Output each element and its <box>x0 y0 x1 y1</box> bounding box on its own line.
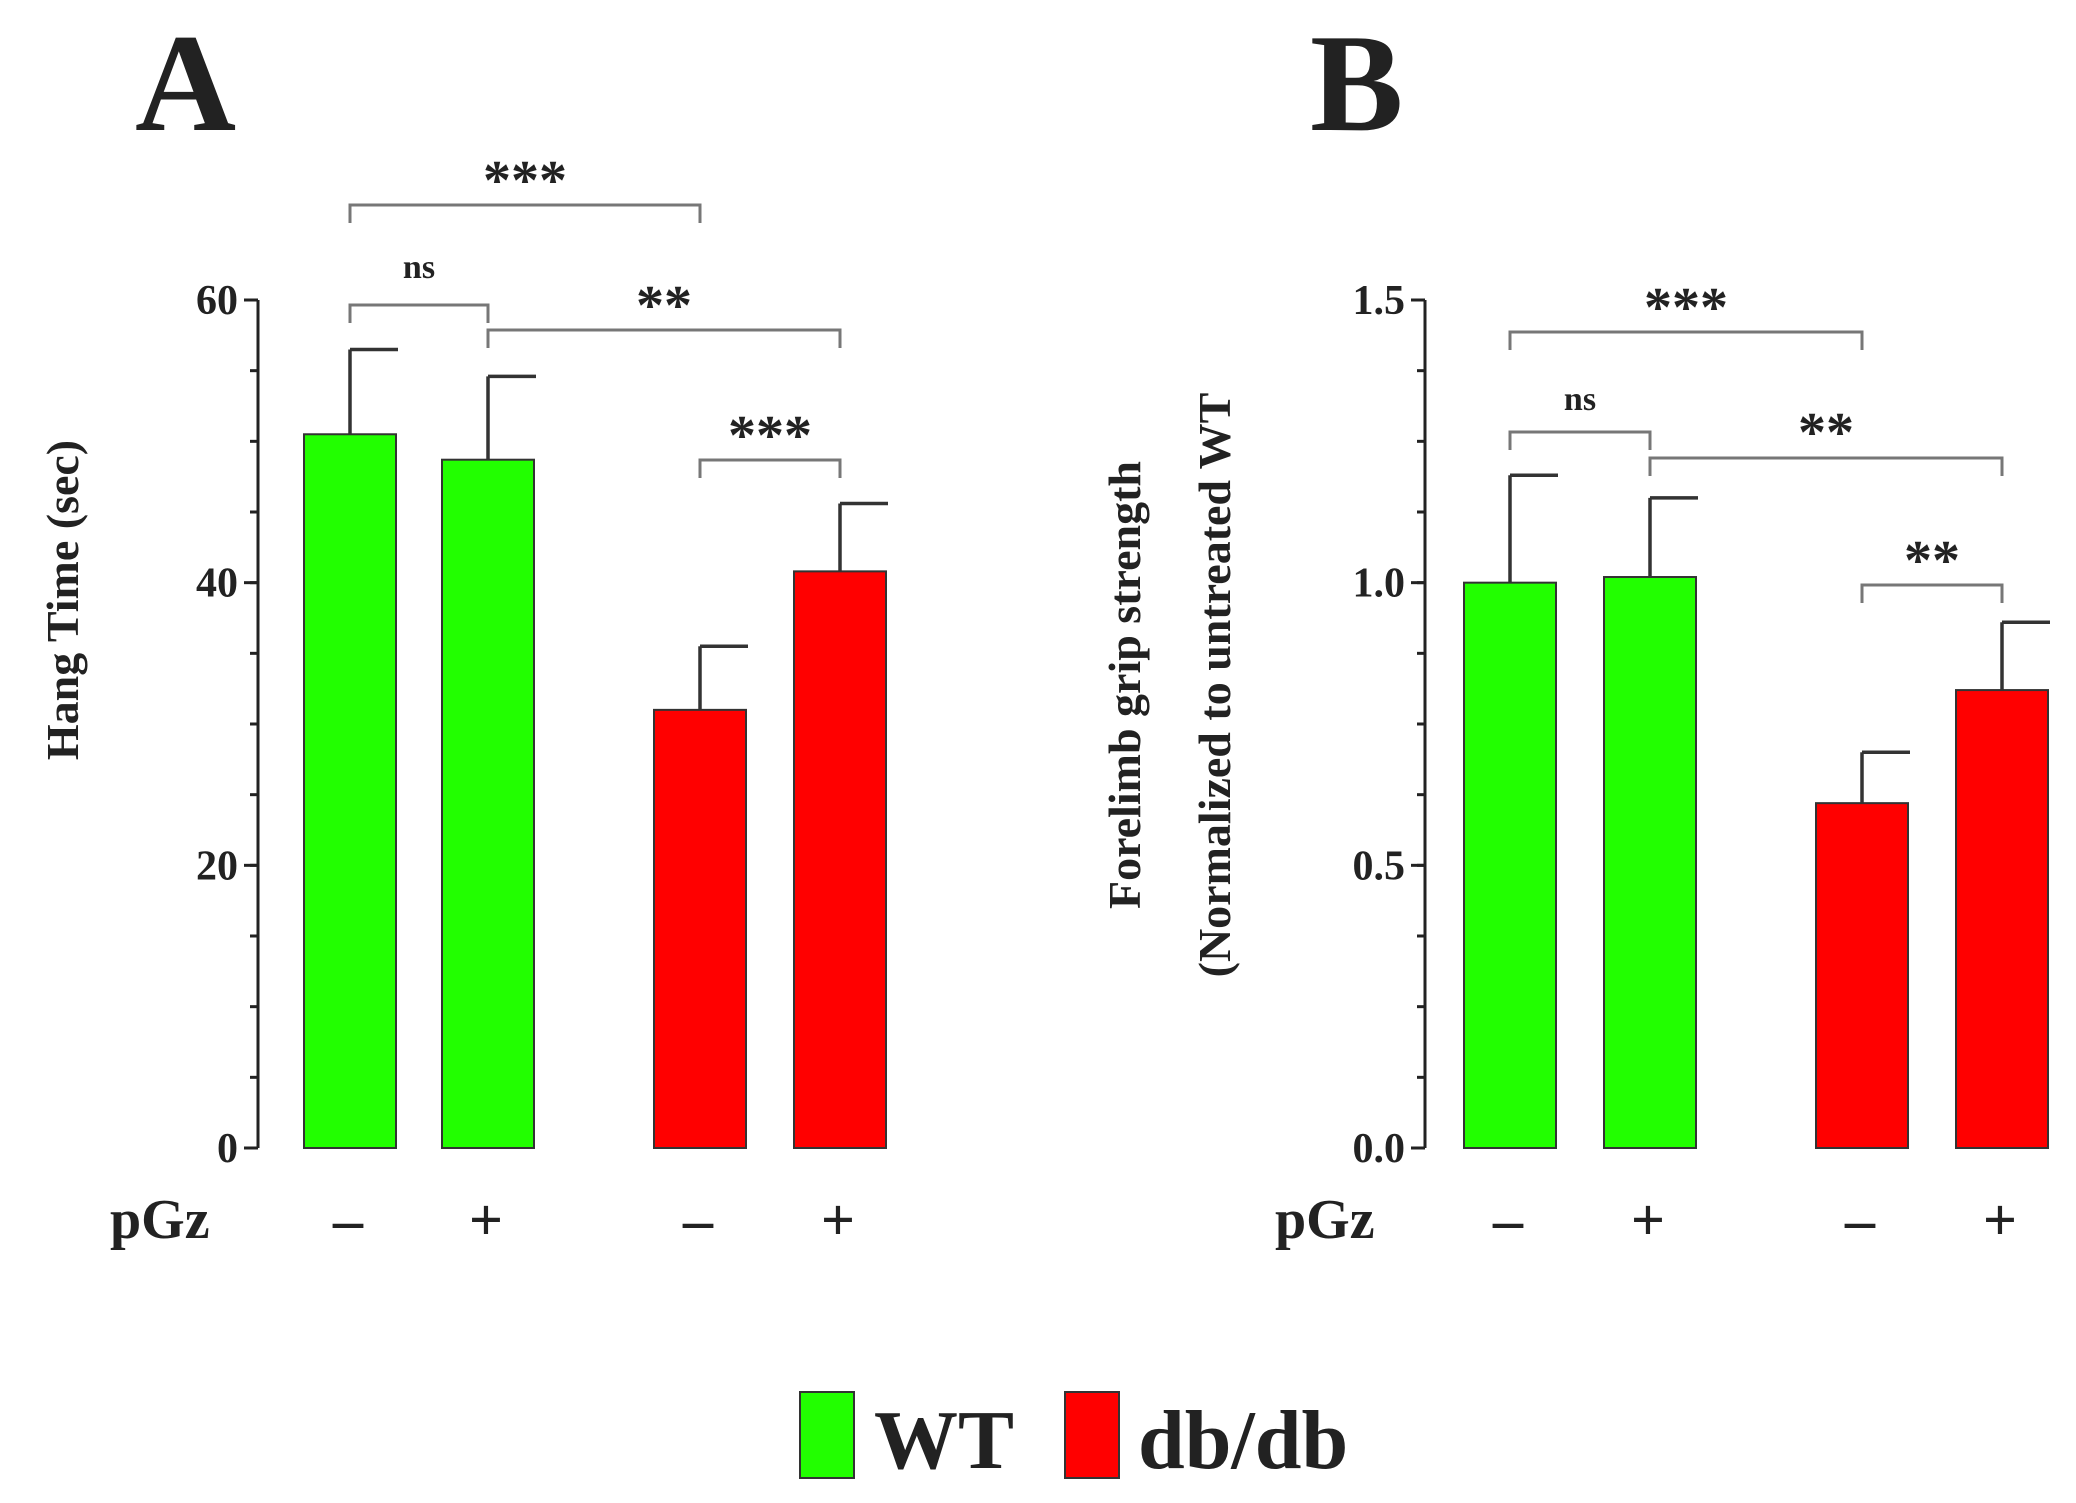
panel-a-pgz-label: pGz <box>110 1189 210 1251</box>
panel-a-x-label-1: – <box>332 1187 364 1253</box>
panel-b-x-label-3: – <box>1844 1187 1876 1253</box>
legend-swatch-wt <box>799 1391 855 1479</box>
panel-a-bracket-4 <box>348 203 702 223</box>
panel-a-significance-label-4: *** <box>483 150 567 212</box>
panel-b-letter: B <box>1310 6 1403 161</box>
panel-a-y-tick-label: 60 <box>196 278 238 324</box>
legend-label-wt: WT <box>874 1394 1014 1487</box>
panel-b-y-ticks: 0.0 0.5 1.0 1.5 <box>1353 278 1425 1172</box>
panel-b-y-tick-label: 0.5 <box>1353 843 1406 889</box>
panel-b-chart: B Forelimb grip strength (Normalized to … <box>1099 6 2050 1253</box>
panel-a-y-tick-label: 40 <box>196 561 238 607</box>
panel-b-y-tick-label: 1.0 <box>1353 561 1406 607</box>
panel-a-significance: ns******** <box>348 150 842 478</box>
panel-b-y-axis-title-line1: Forelimb grip strength <box>1099 461 1150 909</box>
panel-a-bracket-1 <box>348 303 490 323</box>
panel-a-y-tick-label: 20 <box>196 843 238 889</box>
panel-b-x-label-1: – <box>1492 1187 1524 1253</box>
panel-b-significance-label-1: ns <box>1564 381 1596 418</box>
panel-a-letter: A <box>135 6 236 161</box>
panel-b-x-label-2: + <box>1631 1187 1665 1253</box>
panel-b-pgz-label: pGz <box>1275 1189 1375 1251</box>
panel-b-error-bars <box>1508 473 2050 804</box>
panel-a-significance-label-2: ** <box>636 275 692 337</box>
panel-b-bracket-1 <box>1508 430 1652 450</box>
panel-b-significance-label-2: ** <box>1798 402 1854 464</box>
panel-a-x-label-3: – <box>682 1187 714 1253</box>
panel-b-significance-label-4: *** <box>1644 277 1728 339</box>
panel-a-y-tick-label: 0 <box>217 1126 238 1172</box>
panel-b-bars <box>1463 576 2049 1150</box>
panel-b-bar-1 <box>1463 581 1557 1149</box>
panel-b-y-tick-label: 0.0 <box>1353 1126 1406 1172</box>
panel-a-bracket-2 <box>486 328 842 348</box>
panel-a-bars <box>303 433 887 1149</box>
panel-a-error-bars <box>348 347 888 710</box>
panel-a-bar-2 <box>441 458 535 1149</box>
panel-b-significance-label-3: ** <box>1904 530 1960 592</box>
panel-a-bar-4 <box>793 570 887 1149</box>
panel-a-significance-label-3: *** <box>728 405 812 467</box>
panel-a-x-label-2: + <box>469 1187 503 1253</box>
panel-b-bracket-3 <box>1860 583 2004 603</box>
legend: WT db/db <box>799 1391 1348 1487</box>
panel-a-x-label-4: + <box>821 1187 855 1253</box>
panel-a-significance-label-1: ns <box>403 249 435 286</box>
panel-b-bracket-4 <box>1508 330 1864 350</box>
panel-a-x-labels: – + – + <box>332 1187 855 1253</box>
panel-a-bar-3 <box>653 708 747 1149</box>
panel-a-bar-1 <box>303 433 397 1149</box>
panel-b-bar-3 <box>1815 802 1909 1149</box>
panel-b-x-label-4: + <box>1983 1187 2017 1253</box>
panel-a-bracket-3 <box>698 458 842 478</box>
legend-swatch-dbdb <box>1064 1391 1120 1479</box>
legend-label-dbdb: db/db <box>1138 1394 1348 1487</box>
panel-a-y-ticks: 0 20 40 60 <box>196 278 258 1172</box>
panel-a-y-axis-title: Hang Time (sec) <box>37 440 88 760</box>
panel-b-significance: ns******* <box>1508 277 2004 603</box>
panel-b-y-axis-title-line2: (Normalized to untreated WT <box>1189 393 1240 978</box>
panel-b-bar-2 <box>1603 576 1697 1149</box>
panel-b-y-tick-label: 1.5 <box>1353 278 1406 324</box>
panel-b-bar-4 <box>1955 689 2049 1150</box>
panel-b-x-labels: – + – + <box>1492 1187 2017 1253</box>
panel-b-bracket-2 <box>1648 456 2004 476</box>
